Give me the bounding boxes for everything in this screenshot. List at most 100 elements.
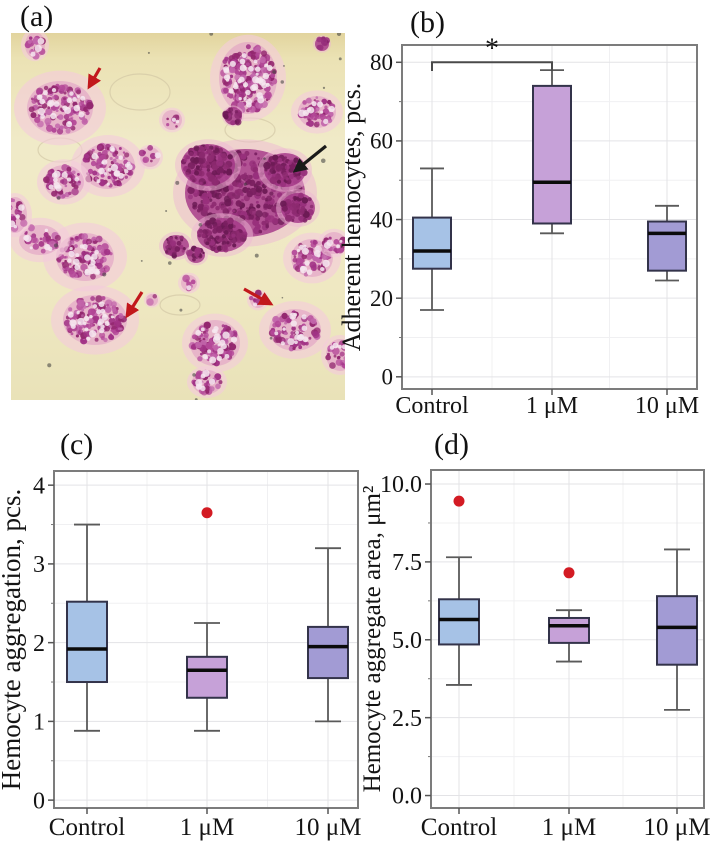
- stain-granule: [309, 204, 314, 209]
- y-tick-label: 10.0: [380, 472, 422, 498]
- vacuole: [262, 72, 270, 80]
- debris-speck: [47, 363, 52, 368]
- vacuole: [98, 301, 105, 308]
- hemocyte-cell: [291, 90, 343, 134]
- vacuole: [328, 105, 335, 113]
- stain-granule: [68, 307, 73, 312]
- debris-speck: [281, 296, 284, 299]
- hemocyte-cell: [51, 285, 139, 355]
- stain-granule: [229, 66, 236, 74]
- vacuole: [75, 253, 80, 257]
- vacuole: [258, 78, 266, 86]
- vacuole: [67, 177, 72, 182]
- stain-granule: [91, 148, 95, 152]
- stain-granule: [47, 106, 51, 110]
- stain-granule: [280, 200, 287, 208]
- stain-granule: [186, 168, 191, 173]
- stain-granule: [82, 240, 86, 243]
- stain-granule: [272, 170, 276, 174]
- vacuole: [295, 330, 299, 335]
- stain-granule: [266, 195, 273, 202]
- stain-granule: [190, 279, 196, 285]
- stain-granule: [80, 101, 85, 105]
- vacuole: [248, 65, 254, 72]
- stain-granule: [255, 52, 260, 57]
- stain-granule: [34, 116, 41, 124]
- vacuole: [37, 107, 45, 116]
- vacuole: [15, 214, 20, 219]
- debris-speck: [272, 70, 277, 74]
- hemocyte-aggregate: [191, 213, 253, 257]
- vacuole: [98, 167, 105, 175]
- debris-speck: [280, 80, 284, 84]
- hemocyte-cell: [137, 144, 163, 170]
- stain-granule: [231, 209, 235, 213]
- stain-granule: [235, 236, 243, 243]
- stain-granule: [18, 213, 26, 221]
- stain-granule: [185, 249, 193, 257]
- stain-granule: [218, 194, 223, 198]
- stain-granule: [239, 71, 243, 76]
- stain-granule: [100, 173, 105, 178]
- debris-speck: [192, 373, 196, 377]
- black-arrow-annotation: [292, 144, 328, 173]
- stain-granule: [234, 70, 240, 75]
- stain-granule: [301, 197, 309, 204]
- stain-granule: [250, 54, 256, 60]
- stain-granule: [85, 110, 90, 116]
- stain-granule: [142, 156, 150, 163]
- stain-granule: [291, 209, 297, 215]
- vacuole: [67, 258, 72, 263]
- vacuole: [100, 308, 106, 314]
- stain-granule: [221, 324, 225, 328]
- stain-granule: [99, 179, 106, 186]
- x-category-label: 1 μM: [180, 814, 234, 841]
- stain-granule: [90, 273, 96, 280]
- vacuole: [44, 228, 49, 233]
- stain-granule: [284, 321, 288, 325]
- stain-granule: [277, 157, 283, 163]
- stain-granule: [196, 208, 201, 213]
- vacuole: [303, 244, 307, 248]
- stain-granule: [298, 208, 305, 215]
- stain-granule: [103, 337, 108, 343]
- stain-granule: [288, 167, 294, 173]
- stain-granule: [286, 317, 292, 323]
- stain-granule: [298, 253, 303, 259]
- outlier-point: [453, 495, 465, 507]
- stain-granule: [329, 362, 336, 369]
- stain-granule: [201, 233, 206, 238]
- box-Control: [438, 598, 480, 646]
- x-category-label: Control: [49, 814, 125, 841]
- vacuole: [301, 325, 308, 332]
- stain-granule: [152, 294, 158, 299]
- stain-granule: [198, 151, 206, 159]
- stain-granule: [114, 150, 119, 155]
- vacuole: [254, 66, 261, 72]
- stain-granule: [217, 167, 225, 174]
- stain-granule: [231, 233, 236, 238]
- stain-granule: [291, 199, 295, 203]
- vacuole: [219, 339, 226, 346]
- stain-granule: [197, 229, 203, 236]
- stain-granule: [71, 187, 79, 196]
- stain-granule: [192, 201, 198, 207]
- stain-granule: [240, 174, 246, 180]
- stain-granule: [241, 198, 244, 202]
- vacuole: [83, 315, 90, 322]
- x-category-label: 1 μM: [526, 393, 578, 419]
- stain-granule: [266, 58, 270, 62]
- stain-granule: [63, 255, 67, 259]
- vacuole: [84, 327, 89, 332]
- debris-speck: [263, 157, 266, 160]
- vacuole: [110, 164, 119, 172]
- stain-granule: [104, 306, 112, 313]
- debris-speck: [336, 33, 342, 37]
- stain-granule: [223, 80, 230, 87]
- vacuole: [55, 184, 62, 192]
- vacuole: [62, 105, 68, 111]
- vacuole: [302, 336, 309, 343]
- stain-granule: [302, 100, 307, 105]
- stain-granule: [261, 196, 266, 201]
- stain-granule: [204, 144, 210, 150]
